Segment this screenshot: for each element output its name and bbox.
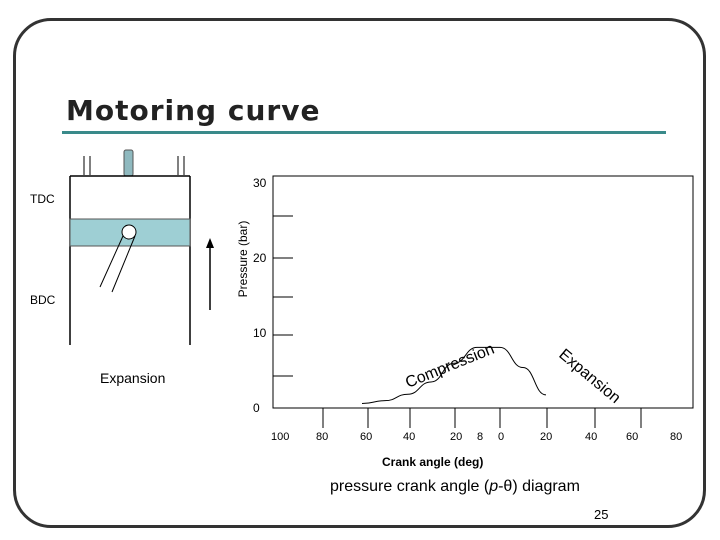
y-axis-label: Pressure (bar) [236,220,250,298]
x-tick-label: 40 [585,431,598,443]
title-underline [62,131,666,134]
x-tick-label: 60 [360,431,373,443]
tdc-label: TDC [30,192,55,206]
engine-expansion-label: Expansion [100,370,166,386]
y-tick-20: 20 [253,251,267,265]
x-tick-label: 60 [626,431,639,443]
x-tick-label: 20 [450,431,463,443]
motoring-curve [361,346,547,405]
x-tick-label: 0 [498,431,505,443]
x-tick-label: 8 [477,431,484,443]
x-tick-label: 80 [670,431,683,443]
plot-area [272,175,694,409]
caption-suffix: ) diagram [512,478,580,495]
bdc-label: BDC [30,293,56,307]
page-number: 25 [594,507,609,522]
caption-prefix: pressure crank angle ( [330,478,490,495]
caption-theta: θ [503,478,513,495]
diagram-caption: pressure crank angle (p-θ) diagram [330,478,580,496]
y-tick-0: 0 [253,401,260,415]
x-tick-label: 40 [403,431,416,443]
x-tick-marks [322,408,642,428]
slide-frame [13,18,706,528]
y-tick-marks [273,215,293,377]
wrist-pin [121,224,137,240]
x-tick-label: 20 [540,431,553,443]
slide-title: Motoring curve [66,94,321,127]
y-tick-30: 30 [253,176,267,190]
caption-sep: - [498,478,504,495]
x-tick-label: 100 [271,431,290,443]
x-tick-label: 80 [316,431,329,443]
x-axis-label: Crank angle (deg) [382,455,484,469]
caption-p: p [489,478,499,495]
expansion-annotation: Expansion [555,346,623,407]
y-tick-10: 10 [253,326,267,340]
compression-annotation: Compression [403,341,497,392]
